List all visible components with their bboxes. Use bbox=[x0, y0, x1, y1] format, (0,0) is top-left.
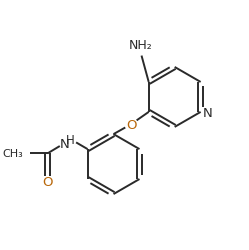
Text: N: N bbox=[202, 106, 212, 120]
Text: O: O bbox=[126, 118, 136, 131]
Text: N: N bbox=[60, 137, 69, 150]
Text: CH₃: CH₃ bbox=[3, 149, 24, 159]
Text: H: H bbox=[66, 133, 75, 146]
Text: O: O bbox=[42, 175, 53, 188]
Text: NH₂: NH₂ bbox=[128, 39, 152, 52]
